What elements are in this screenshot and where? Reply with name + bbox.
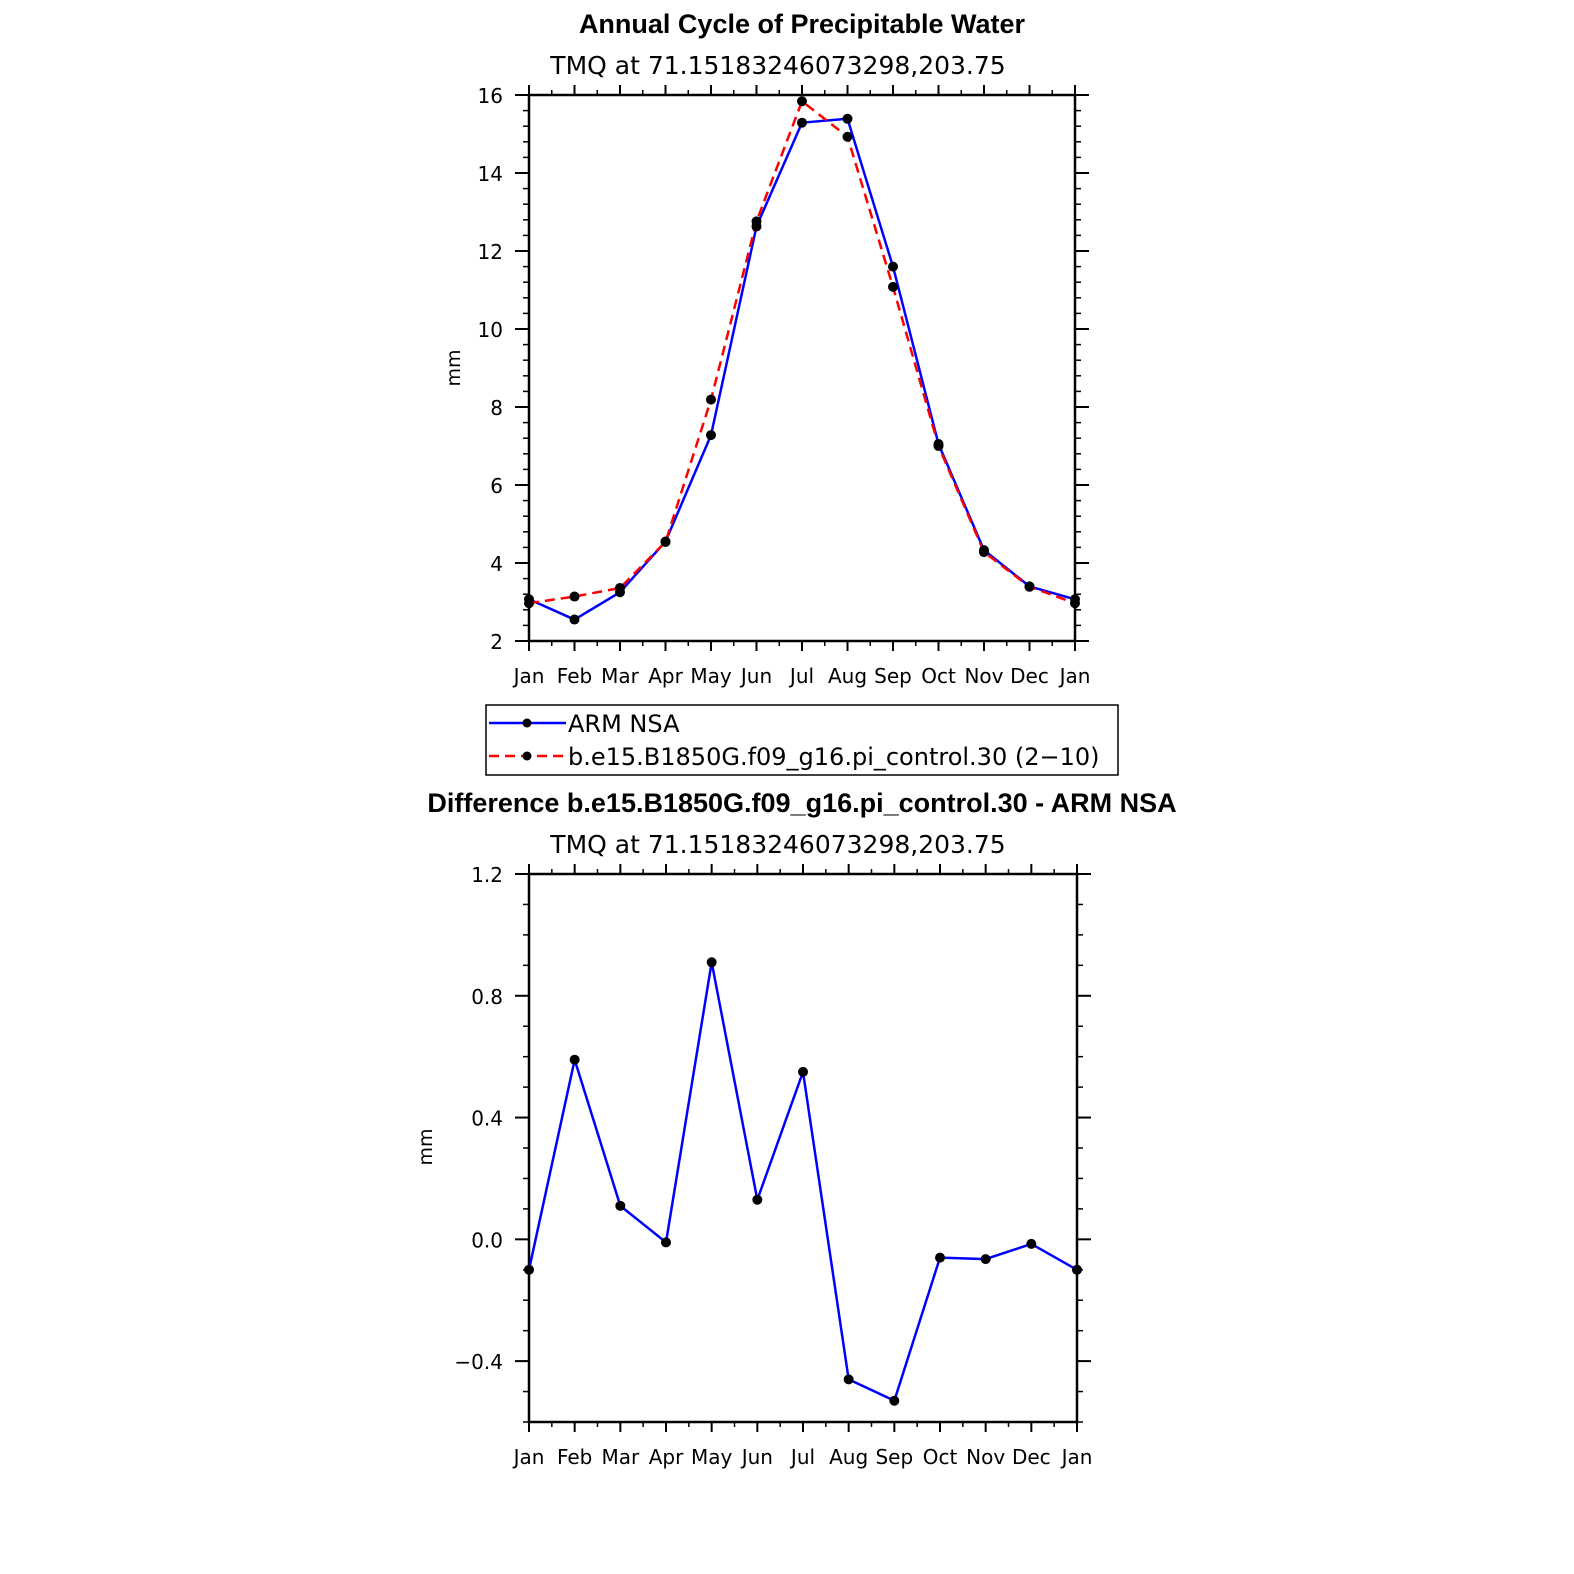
data-point: [569, 614, 580, 625]
data-point: [752, 1194, 763, 1205]
series-line-0: [527, 961, 1078, 1402]
y-axis-label: mm: [443, 349, 465, 386]
x-tick-label: Oct: [923, 1445, 958, 1469]
plot-frame: [527, 872, 1079, 1424]
data-point: [935, 1252, 945, 1263]
chart-title: Annual Cycle of Precipitable Water: [579, 9, 1026, 39]
data-point: [842, 113, 853, 124]
legend-label-obs: ARM NSA: [568, 710, 680, 738]
y-tick-label: 2: [490, 630, 503, 654]
x-tick-label: Jan: [1060, 1445, 1093, 1469]
data-point: [797, 117, 807, 128]
x-tick-label: Jul: [788, 664, 814, 688]
x-tick-label: May: [690, 664, 732, 688]
plot-area: Jan Feb Mar Apr May Jun Jul Aug Sep Oct Nov Dec Jan −…: [454, 863, 1092, 1469]
data-point: [1072, 1264, 1082, 1275]
legend-marker-model: [522, 751, 532, 761]
chart-subtitle: TMQ at 71.15183246073298,203.75: [549, 51, 1005, 80]
data-point: [1070, 598, 1080, 609]
data-point: [980, 1254, 991, 1265]
legend-box: [485, 704, 1119, 776]
data-point: [524, 1264, 534, 1275]
data-point: [660, 536, 671, 547]
x-tick-label: Oct: [921, 664, 956, 688]
y-tick-label: −0.4: [454, 1350, 503, 1374]
data-point: [569, 1054, 580, 1065]
data-point: [798, 1066, 808, 1077]
x-tick-label: Dec: [1010, 664, 1049, 688]
data-point: [842, 131, 853, 142]
x-tick-label: May: [691, 1445, 733, 1469]
data-point: [1026, 1238, 1037, 1249]
data-point: [569, 591, 580, 602]
y-axis-label: mm: [415, 1128, 437, 1165]
y-tick-label: 0.8: [471, 985, 503, 1009]
x-tick-label: Sep: [874, 664, 912, 688]
x-tick-label: Jul: [789, 1445, 815, 1469]
legend-label-model: b.e15.B1850G.f09_g16.pi_control.30 (2−10…: [568, 743, 1100, 771]
data-point: [751, 216, 762, 227]
legend-marker-obs: [522, 718, 532, 728]
data-point: [888, 261, 898, 272]
chart-title: Difference b.e15.B1850G.f09_g16.pi_contr…: [427, 788, 1176, 818]
data-point: [706, 957, 717, 968]
x-tick-label: Nov: [964, 664, 1003, 688]
data-point: [615, 582, 625, 593]
y-tick-label: 0.0: [471, 1228, 503, 1252]
data-point: [889, 1395, 900, 1406]
difference-chart: Difference b.e15.B1850G.f09_g16.pi_contr…: [415, 788, 1177, 1469]
data-point: [888, 281, 898, 292]
x-tick-label: Aug: [828, 664, 867, 688]
x-tick-label: Aug: [829, 1445, 868, 1469]
data-point: [661, 1237, 671, 1248]
legend: ARM NSA b.e15.B1850G.f09_g16.pi_control.…: [485, 704, 1119, 776]
data-point: [843, 1374, 854, 1385]
data-point: [524, 598, 534, 609]
data-point: [979, 547, 989, 558]
x-tick-label: Jan: [1058, 664, 1091, 688]
x-tick-label: Feb: [557, 664, 592, 688]
y-tick-label: 12: [478, 240, 503, 264]
x-tick-label: Jun: [740, 1445, 773, 1469]
y-tick-label: 1.2: [471, 863, 503, 887]
chart-subtitle: TMQ at 71.15183246073298,203.75: [549, 830, 1005, 859]
x-tick-label: Feb: [557, 1445, 592, 1469]
series-line-0: [528, 117, 1076, 621]
series-line-1: [528, 99, 1076, 605]
plot-area: Jan Feb Mar Apr May Jun Jul Aug Sep Oct Nov Dec Jan 2…: [478, 84, 1091, 688]
x-tick-label: Jan: [512, 664, 545, 688]
x-tick-label: Sep: [875, 1445, 913, 1469]
data-point: [615, 1200, 626, 1211]
y-tick-label: 4: [490, 552, 503, 576]
y-tick-label: 8: [490, 396, 503, 420]
data-point: [933, 441, 944, 451]
data-point: [797, 96, 807, 107]
x-tick-label: Dec: [1012, 1445, 1051, 1469]
y-tick-label: 0.4: [471, 1107, 503, 1131]
x-tick-label: Mar: [601, 1445, 640, 1469]
x-tick-label: Jan: [512, 1445, 545, 1469]
data-point: [1024, 581, 1035, 592]
x-tick-label: Nov: [966, 1445, 1005, 1469]
y-tick-label: 10: [478, 318, 503, 342]
x-tick-label: Mar: [601, 664, 640, 688]
x-tick-label: Jun: [739, 664, 772, 688]
x-tick-label: Apr: [648, 664, 683, 688]
x-tick-label: Apr: [649, 1445, 684, 1469]
y-tick-label: 16: [478, 84, 503, 108]
data-point: [706, 394, 716, 405]
data-point: [706, 430, 716, 441]
y-tick-label: 14: [478, 162, 503, 186]
annual-cycle-chart: Annual Cycle of Precipitable Water TMQ a…: [443, 9, 1090, 688]
y-tick-label: 6: [490, 474, 503, 498]
